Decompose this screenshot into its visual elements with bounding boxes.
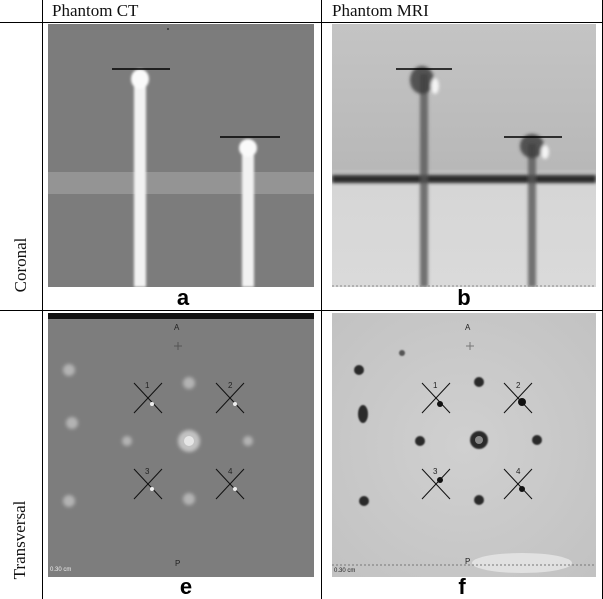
caption-f: f bbox=[458, 574, 466, 599]
seed-number-3: 3 bbox=[145, 467, 150, 476]
panel-f-mri-transversal: 1 2 3 4 A P 0.30 cm bbox=[332, 313, 596, 577]
caption-b: b bbox=[457, 285, 471, 310]
row-label-transversal: Transversal bbox=[10, 500, 29, 580]
grid-line-left-col bbox=[42, 0, 43, 599]
orientation-anterior: A bbox=[174, 323, 180, 332]
caption-a: a bbox=[176, 285, 190, 310]
scale-label-f: 0.30 cm bbox=[334, 568, 355, 574]
orientation-posterior: P bbox=[175, 559, 180, 568]
grid-line-middle bbox=[0, 310, 603, 311]
column-header-ct: Phantom CT bbox=[52, 1, 139, 20]
seed-number-3: 3 bbox=[433, 467, 438, 476]
panel-a-ct-coronal bbox=[48, 24, 314, 287]
caption-e: e bbox=[179, 574, 193, 599]
row-label-coronal: Coronal bbox=[11, 237, 30, 293]
scale-label-e: 0.30 cm bbox=[50, 567, 71, 573]
seed-number-1: 1 bbox=[145, 381, 150, 390]
seed-number-2: 2 bbox=[516, 381, 521, 390]
orientation-posterior: P bbox=[465, 557, 470, 566]
seed-number-2: 2 bbox=[228, 381, 233, 390]
grid-line-top-header bbox=[0, 22, 603, 23]
column-header-mri: Phantom MRI bbox=[332, 1, 429, 20]
mri-transversal-image: 1 2 3 4 A P 0.30 cm bbox=[332, 313, 596, 577]
seed-number-1: 1 bbox=[433, 381, 438, 390]
panel-b-mri-coronal bbox=[332, 24, 596, 287]
ct-coronal-image bbox=[48, 24, 314, 287]
seed-number-4: 4 bbox=[228, 467, 233, 476]
ct-transversal-image: 1 2 3 4 A P 0.30 cm bbox=[48, 313, 314, 577]
panel-e-ct-transversal: 1 2 3 4 A P 0.30 cm bbox=[48, 313, 314, 577]
mri-coronal-image bbox=[332, 24, 596, 287]
orientation-anterior: A bbox=[465, 323, 471, 332]
grid-line-center-col bbox=[321, 0, 322, 599]
seed-number-4: 4 bbox=[516, 467, 521, 476]
